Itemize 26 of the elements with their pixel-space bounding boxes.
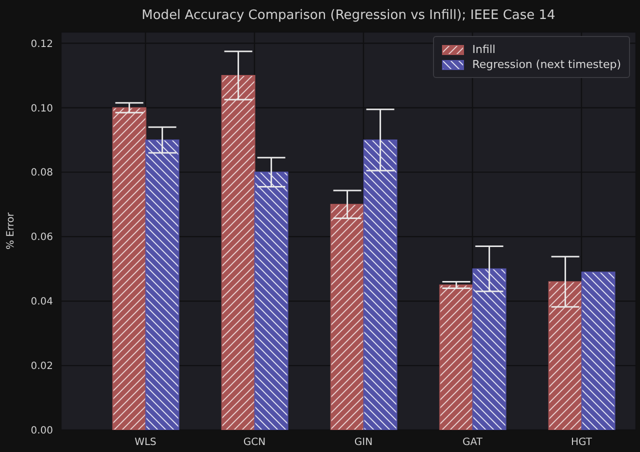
y-tick-label: 0.06 [30,232,53,244]
y-tick-label: 0.02 [30,361,53,372]
bar [145,139,180,430]
y-tick-label: 0.08 [30,168,53,179]
bar [254,172,288,430]
legend-label: Regression (next timestep) [472,58,621,71]
bar [581,272,616,430]
bar [330,204,364,430]
y-axis-title: % Error [6,212,17,250]
y-tick-label: 0.10 [30,103,53,114]
bar [363,139,398,430]
x-tick-label: HGT [570,437,593,448]
x-tick-label: GAT [462,437,484,448]
chart-title: Model Accuracy Comparison (Regression vs Infill); IEEE Case 14 [140,8,556,23]
legend-label: Infill [472,43,496,56]
y-tick-label: 0.00 [30,426,53,437]
bar [221,75,256,430]
x-tick-label: WLS [134,437,156,448]
bar [439,284,474,430]
bar [548,281,582,430]
bar [472,268,506,430]
bar [112,107,146,430]
x-tick-label: GIN [354,437,373,448]
y-tick-label: 0.04 [30,296,53,308]
x-tick-label: GCN [243,437,266,448]
y-tick-label: 0.12 [30,38,53,50]
